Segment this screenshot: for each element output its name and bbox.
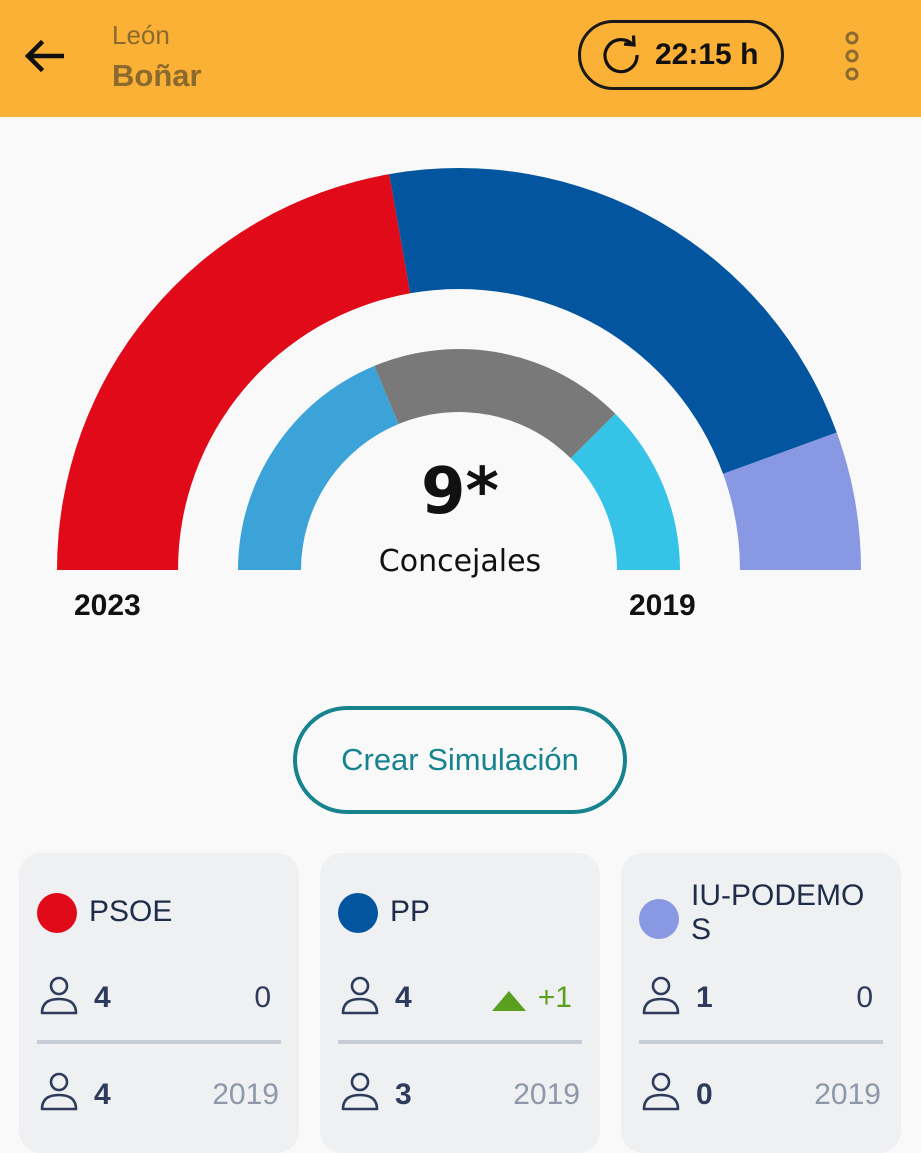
- seats-2019: 3: [395, 1078, 412, 1111]
- party-color-dot: [639, 899, 679, 939]
- divider: [639, 1040, 883, 1044]
- seat-difference: 0: [254, 981, 271, 1014]
- year-label-2023: 2023: [74, 589, 141, 622]
- previous-year: 2019: [513, 1078, 580, 1111]
- person-icon: [40, 976, 78, 1015]
- ring-2019-segment-3: [570, 413, 680, 570]
- seats-2019: 4: [94, 1078, 111, 1111]
- arrow-left-icon: [24, 39, 64, 73]
- person-icon: [341, 1072, 379, 1111]
- party-name: PP: [390, 895, 431, 928]
- update-time: 22:15 h: [655, 38, 759, 71]
- party-card-iu-podemos[interactable]: IU-PODEMOS 1 0 0 2019: [621, 853, 901, 1153]
- total-seats: 9*: [421, 455, 499, 529]
- seats-hemicycle-chart: [57, 168, 861, 570]
- person-icon: [40, 1072, 78, 1111]
- party-card-pp[interactable]: PP 4 +1 3 2019: [320, 853, 600, 1153]
- town-name: Boñar: [112, 58, 202, 93]
- person-icon: [642, 976, 680, 1015]
- divider: [37, 1040, 281, 1044]
- back-button[interactable]: [20, 34, 68, 78]
- party-name: PSOE: [89, 895, 173, 928]
- previous-year: 2019: [212, 1078, 279, 1111]
- province-name: León: [112, 20, 170, 50]
- ring-2019-segment-2: [374, 349, 616, 459]
- create-simulation-button[interactable]: Crear Simulación: [293, 706, 627, 814]
- more-options-button[interactable]: [830, 26, 874, 86]
- person-icon: [341, 976, 379, 1015]
- ring-2019-segment-1: [238, 365, 399, 570]
- triangle-up-icon: [492, 991, 526, 1011]
- party-card-psoe[interactable]: PSOE 4 0 4 2019: [19, 853, 299, 1153]
- app-header: León Boñar 22:15 h: [0, 0, 921, 117]
- person-icon: [642, 1072, 680, 1111]
- ring-2019: [238, 349, 680, 570]
- divider: [338, 1040, 582, 1044]
- party-color-dot: [338, 893, 378, 933]
- seats-2023: 4: [94, 981, 111, 1014]
- party-color-dot: [37, 893, 77, 933]
- ring-2023-segment-pp: [389, 168, 837, 474]
- year-label-2019: 2019: [629, 589, 696, 622]
- previous-year: 2019: [814, 1078, 881, 1111]
- refresh-icon: [603, 35, 639, 74]
- ring-2023-segment-psoe: [57, 174, 411, 570]
- seat-difference: +1: [537, 981, 572, 1014]
- ring-2023-segment-iu-podemos: [723, 432, 861, 570]
- seats-2023: 4: [395, 981, 412, 1014]
- more-vertical-icon: [845, 31, 859, 81]
- seat-difference: 0: [856, 981, 873, 1014]
- party-name: IU-PODEMOS: [691, 879, 865, 946]
- seats-2019: 0: [696, 1078, 713, 1111]
- seats-label: Concejales: [378, 544, 542, 579]
- refresh-time-button[interactable]: 22:15 h: [578, 20, 784, 90]
- seats-2023: 1: [696, 981, 713, 1014]
- ring-2023: [57, 168, 861, 570]
